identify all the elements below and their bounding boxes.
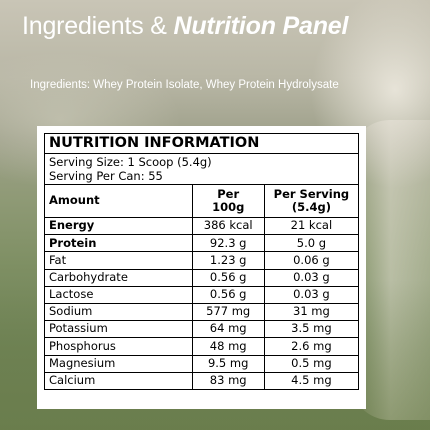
nutrient-per-100g: 64 mg [191, 320, 265, 339]
nutrient-name: Energy [44, 216, 193, 236]
nutrient-per-serving: 2.6 mg [263, 337, 360, 356]
nutrient-per-100g: 1.23 g [191, 251, 265, 270]
serving-info: Serving Size: 1 Scoop (5.4g) Serving Per… [44, 153, 359, 185]
nutrient-per-serving: 0.03 g [263, 285, 360, 304]
nutrient-per-100g: 9.5 mg [191, 354, 265, 373]
nutrient-row: Lactose 0.56 g 0.03 g [44, 285, 360, 304]
nutrient-per-100g: 92.3 g [191, 234, 265, 253]
nutrient-per-serving: 3.5 mg [263, 320, 360, 339]
header-per-serving-line1: Per Serving [273, 187, 350, 201]
nutrient-per-100g: 48 mg [191, 337, 265, 356]
nutrient-per-100g: 0.56 g [191, 268, 265, 287]
header-amount: Amount [44, 184, 193, 218]
nutrient-row: Phosphorus 48 mg 2.6 mg [44, 337, 360, 356]
nutrient-per-serving: 0.5 mg [263, 354, 360, 373]
serving-per-can: Serving Per Can: 55 [49, 169, 163, 183]
header-per-100g-line2: 100g [212, 200, 245, 214]
nutrient-row: Sodium 577 mg 31 mg [44, 302, 360, 322]
nutrient-row: Carbohydrate 0.56 g 0.03 g [44, 268, 360, 287]
nutrient-name: Phosphorus [44, 337, 193, 356]
nutrient-per-100g: 577 mg [191, 302, 265, 322]
nutrient-name: Carbohydrate [44, 268, 193, 287]
heading-ingredients: Ingredients & [22, 12, 174, 40]
nutrient-name: Lactose [44, 285, 193, 304]
nutrient-row: Energy 386 kcal 21 kcal [44, 216, 360, 236]
serving-size: Serving Size: 1 Scoop (5.4g) [49, 155, 212, 169]
nutrition-title: NUTRITION INFORMATION [44, 133, 359, 154]
nutrient-row: Magnesium 9.5 mg 0.5 mg [44, 354, 360, 373]
header-per-100g-line1: Per [217, 187, 240, 201]
nutrient-row: Fat 1.23 g 0.06 g [44, 251, 360, 270]
nutrient-per-100g: 83 mg [191, 371, 265, 390]
heading-nutrition-panel: Nutrition Panel [173, 12, 349, 40]
nutrient-name: Calcium [44, 371, 193, 390]
nutrient-per-serving: 21 kcal [263, 216, 360, 236]
header-per-serving: Per Serving (5.4g) [263, 184, 360, 218]
header-per-100g: Per 100g [191, 184, 265, 218]
nutrient-per-serving: 0.06 g [263, 251, 360, 270]
nutrient-name: Potassium [44, 320, 193, 339]
page-heading: Ingredients & Nutrition Panel [22, 12, 348, 41]
nutrient-per-serving: 4.5 mg [263, 371, 360, 390]
nutrient-per-serving: 0.03 g [263, 268, 360, 287]
nutrient-per-serving: 31 mg [263, 302, 360, 322]
nutrient-row: Potassium 64 mg 3.5 mg [44, 320, 360, 339]
nutrition-panel: NUTRITION INFORMATION Serving Size: 1 Sc… [37, 126, 366, 409]
nutrient-per-100g: 386 kcal [191, 216, 265, 236]
header-per-serving-line2: (5.4g) [291, 200, 331, 214]
nutrient-per-100g: 0.56 g [191, 285, 265, 304]
nutrient-row: Protein 92.3 g 5.0 g [44, 234, 360, 253]
ingredients-text: Ingredients: Whey Protein Isolate, Whey … [30, 79, 339, 91]
nutrient-name: Protein [44, 234, 193, 253]
nutrient-row: Calcium 83 mg 4.5 mg [44, 371, 360, 390]
nutrient-name: Sodium [44, 302, 193, 322]
nutrient-name: Magnesium [44, 354, 193, 373]
nutrition-table: NUTRITION INFORMATION Serving Size: 1 Sc… [44, 133, 360, 390]
nutrient-per-serving: 5.0 g [263, 234, 360, 253]
nutrient-name: Fat [44, 251, 193, 270]
column-header-row: Amount Per 100g Per Serving (5.4g) [44, 184, 360, 218]
